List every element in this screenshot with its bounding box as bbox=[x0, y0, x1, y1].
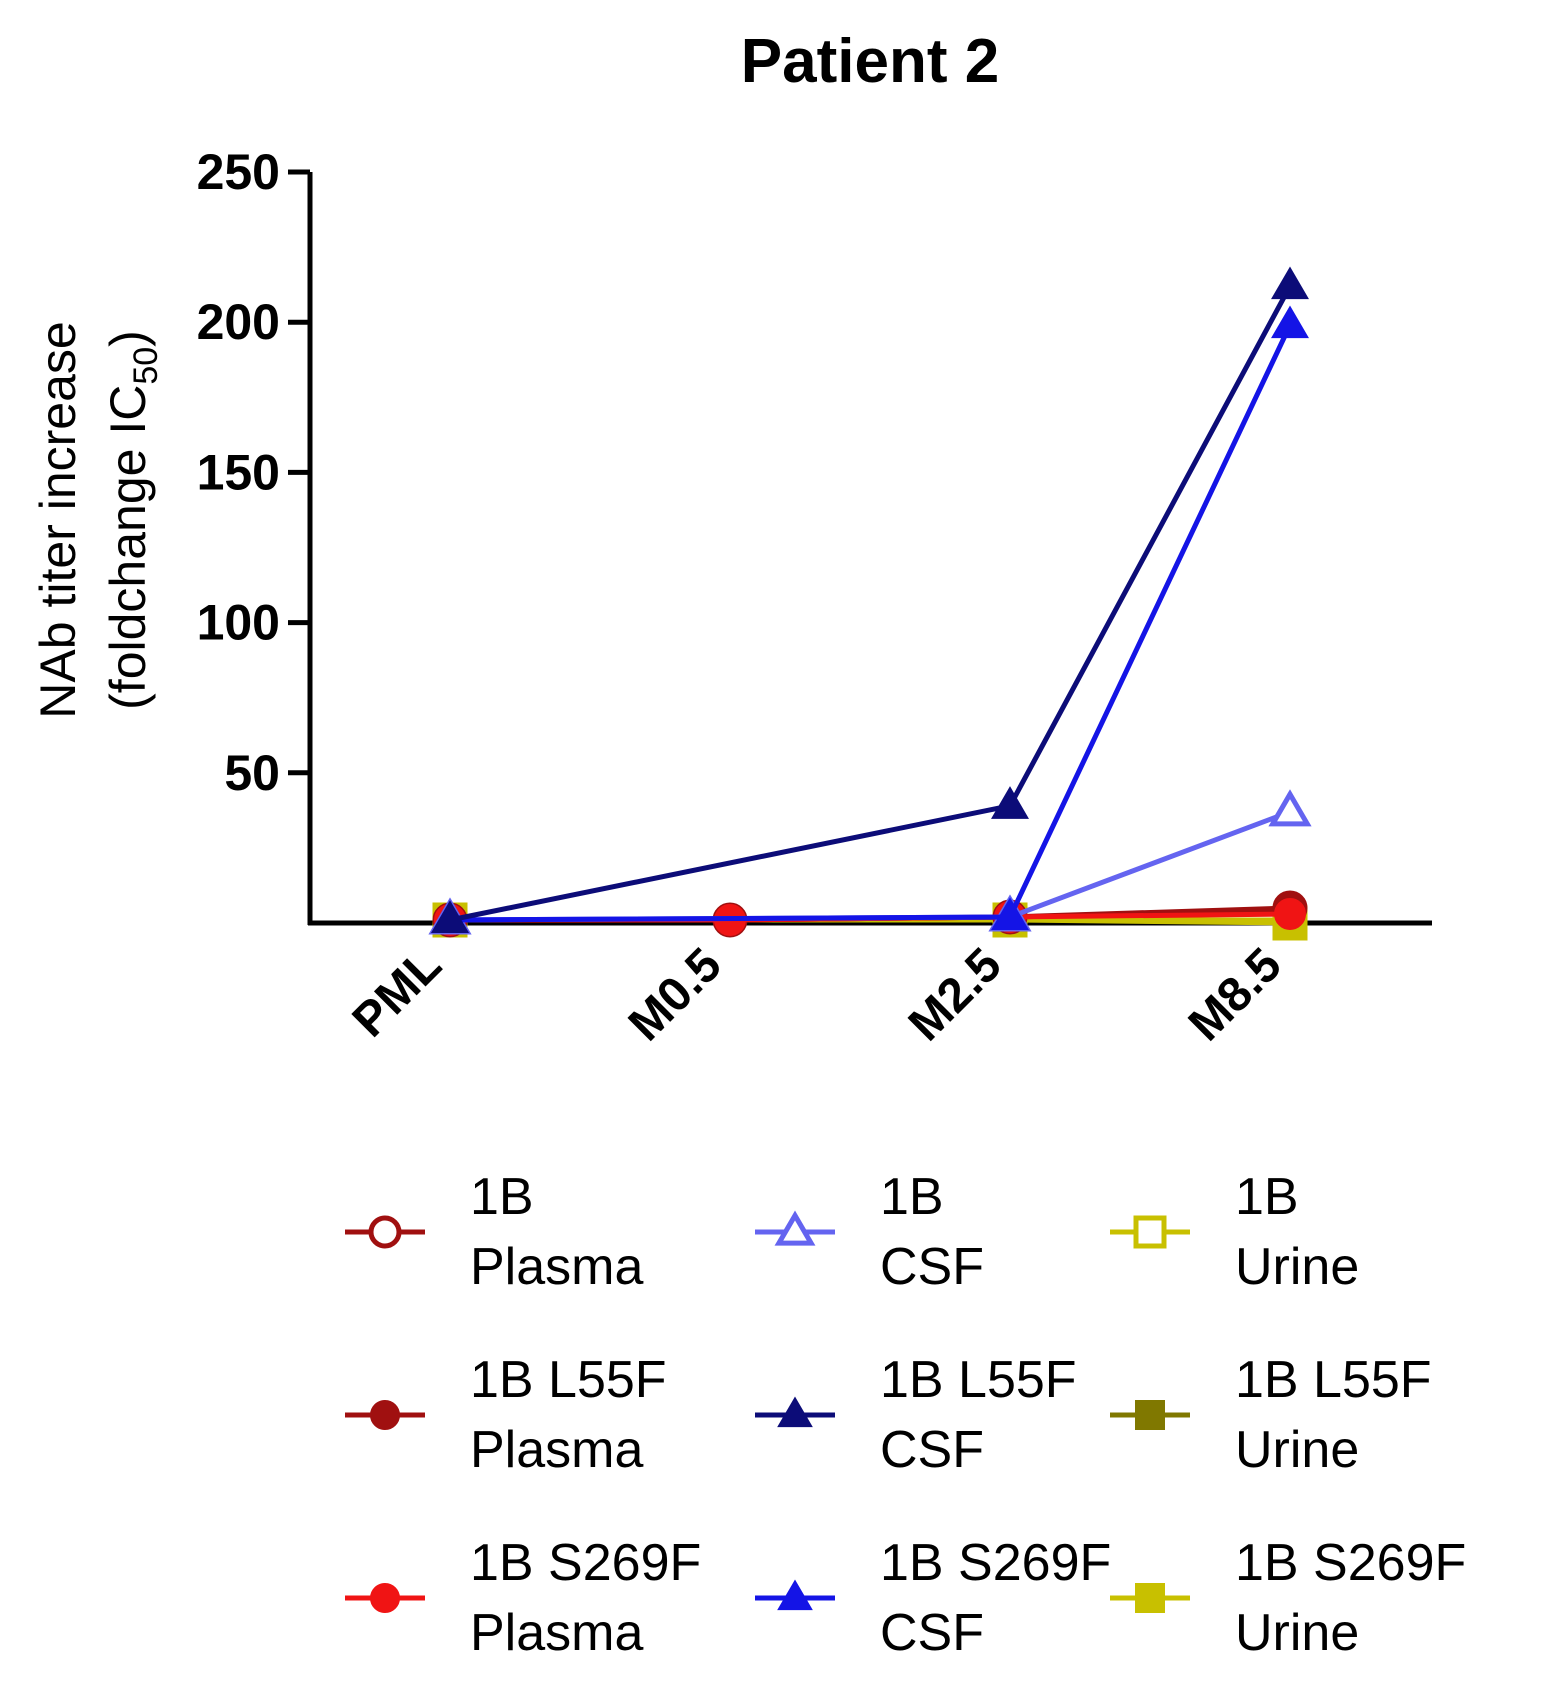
series-4 bbox=[431, 266, 1309, 933]
legend-label-line2: Plasma bbox=[470, 1238, 643, 1296]
legend-label-line2: CSF bbox=[880, 1238, 984, 1296]
legend-swatch-marker bbox=[1133, 1215, 1167, 1249]
legend-swatch-marker bbox=[368, 1215, 402, 1249]
legend-swatch-marker bbox=[370, 1583, 400, 1613]
legend-item: 1B L55F Plasma bbox=[345, 1351, 667, 1479]
legend-label-line1: 1B bbox=[1235, 1168, 1299, 1226]
legend-label-line2: Plasma bbox=[470, 1421, 643, 1479]
legend-label-line2: Urine bbox=[1235, 1604, 1359, 1662]
legend-item: 1B S269F CSF bbox=[755, 1534, 1111, 1662]
legend-label-line2: Urine bbox=[1235, 1238, 1359, 1296]
y-tick-label: 50 bbox=[224, 745, 280, 801]
y-axis-title: NAb titer increase (foldchange IC50) bbox=[30, 321, 165, 718]
y-axis-title-line1: NAb titer increase bbox=[30, 321, 86, 718]
data-point bbox=[1271, 266, 1309, 300]
legend-item: 1B Plasma bbox=[345, 1168, 643, 1296]
legend-label-line1: 1B L55F bbox=[880, 1351, 1077, 1409]
legend-label-line1: 1B S269F bbox=[880, 1534, 1111, 1592]
data-point bbox=[1268, 789, 1312, 827]
legend-label-line1: 1B S269F bbox=[470, 1534, 701, 1592]
y-axis-title-prefix: (foldchange IC bbox=[100, 385, 156, 710]
x-tick-label: PML bbox=[343, 938, 452, 1047]
legend-item: 1B Urine bbox=[1110, 1168, 1359, 1296]
legend-label-line1: 1B bbox=[880, 1168, 944, 1226]
series-line bbox=[449, 324, 1293, 923]
legend-swatch-marker bbox=[777, 1579, 813, 1611]
y-tick-label: 250 bbox=[197, 144, 280, 200]
legend-swatch-marker bbox=[774, 1210, 816, 1246]
chart-title: Patient 2 bbox=[741, 27, 999, 96]
y-tick-label: 150 bbox=[197, 444, 280, 500]
series-layer bbox=[428, 266, 1312, 941]
legend-label-line1: 1B L55F bbox=[470, 1351, 667, 1409]
data-point bbox=[991, 786, 1029, 819]
series-7 bbox=[431, 305, 1309, 933]
legend-label-line2: CSF bbox=[880, 1421, 984, 1479]
legend-label-line2: CSF bbox=[880, 1604, 984, 1662]
legend-item: 1B CSF bbox=[755, 1168, 984, 1296]
legend-item: 1B L55F CSF bbox=[755, 1351, 1077, 1479]
legend-label-line1: 1B bbox=[470, 1168, 534, 1226]
y-axis-title-line2: (foldchange IC50) bbox=[100, 330, 165, 710]
y-axis-title-suffix: ) bbox=[100, 330, 156, 347]
x-ticks: PML M0.5 M2.5 M8.5 bbox=[343, 938, 1292, 1051]
legend-swatch-marker bbox=[1135, 1583, 1165, 1613]
y-axis-title-subscript: 50 bbox=[127, 347, 165, 385]
data-point bbox=[1274, 897, 1306, 930]
legend-label-line1: 1B S269F bbox=[1235, 1534, 1466, 1592]
x-tick-label: M2.5 bbox=[899, 938, 1012, 1051]
data-point bbox=[1271, 305, 1309, 339]
legend-label-line2: Plasma bbox=[470, 1604, 643, 1662]
legend-label-line1: 1B L55F bbox=[1235, 1351, 1432, 1409]
data-point bbox=[431, 900, 469, 933]
data-point bbox=[991, 897, 1029, 930]
y-tick-label: 200 bbox=[197, 294, 280, 350]
legend-swatch-marker bbox=[1135, 1400, 1165, 1430]
legend-swatch-marker bbox=[370, 1400, 400, 1430]
legend-item: 1B S269F Plasma bbox=[345, 1534, 701, 1662]
y-tick-label: 100 bbox=[197, 595, 280, 651]
legend-item: 1B L55F Urine bbox=[1110, 1351, 1432, 1479]
y-ticks: 50 100 150 200 250 bbox=[197, 144, 310, 801]
series-line bbox=[449, 284, 1293, 923]
legend-item: 1B S269F Urine bbox=[1110, 1534, 1466, 1662]
x-tick-label: M0.5 bbox=[619, 938, 732, 1051]
series-line bbox=[449, 809, 1291, 923]
legend-label-line2: Urine bbox=[1235, 1421, 1359, 1479]
x-tick-label: M8.5 bbox=[1179, 938, 1292, 1051]
legend-swatch-marker bbox=[777, 1396, 813, 1428]
